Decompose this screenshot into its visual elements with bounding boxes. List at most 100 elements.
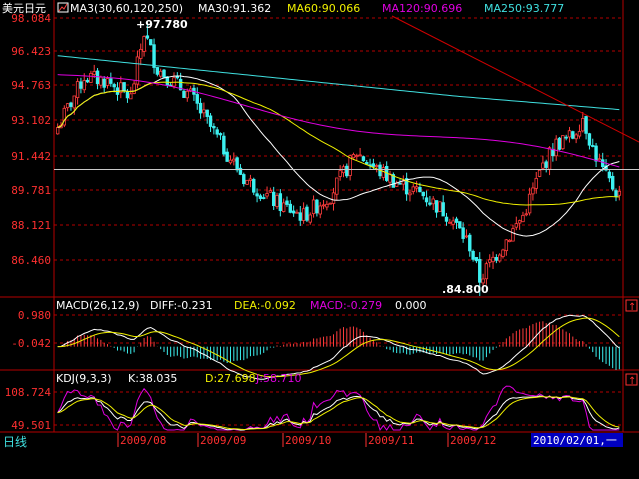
candle-body bbox=[421, 191, 425, 197]
candle-body bbox=[597, 158, 602, 161]
macd-panel bbox=[57, 314, 620, 380]
candle-body bbox=[517, 220, 522, 224]
candle-body bbox=[248, 178, 253, 181]
candle-body bbox=[265, 193, 269, 197]
candle-body bbox=[162, 69, 166, 78]
candle-body bbox=[561, 135, 565, 150]
footer-bar: 日线 2010/02/01,一 bbox=[0, 433, 623, 479]
ma-indicator-icon-line bbox=[58, 3, 68, 12]
candle-body bbox=[574, 134, 578, 140]
kdj-panel bbox=[57, 385, 620, 431]
candle-body bbox=[497, 254, 502, 262]
macd-params: MACD(26,12,9) bbox=[56, 299, 140, 312]
macd-tick-label: -0.042 bbox=[11, 337, 51, 350]
candle-body bbox=[547, 147, 552, 170]
candle-body bbox=[504, 239, 509, 252]
candle-body bbox=[82, 80, 86, 91]
candle-body bbox=[158, 70, 163, 77]
price-header: 美元日元 MA3(30,60,120,250) MA30:91.362 MA60… bbox=[2, 2, 564, 15]
candle-body bbox=[278, 193, 283, 211]
candle-body bbox=[581, 118, 585, 132]
candle-body bbox=[441, 202, 445, 217]
candle-body bbox=[601, 159, 605, 168]
candle-body bbox=[404, 178, 409, 195]
ma120-line bbox=[57, 74, 620, 168]
candle-body bbox=[398, 182, 402, 185]
kdj-tick-label: 108.724 bbox=[5, 386, 52, 399]
candle-body bbox=[454, 218, 459, 223]
candle-body bbox=[514, 223, 519, 228]
month-label: 2009/08 bbox=[120, 434, 166, 447]
candle-body bbox=[424, 197, 429, 203]
macd-diff-value: DIFF:-0.231 bbox=[150, 299, 213, 312]
candle-body bbox=[375, 165, 379, 167]
macd-expand-button[interactable] bbox=[625, 299, 638, 312]
candle-body bbox=[218, 133, 223, 136]
kdj-params: KDJ(9,3,3) bbox=[56, 372, 112, 385]
candle-body bbox=[351, 154, 356, 159]
candle-body bbox=[584, 116, 588, 134]
candle-body bbox=[428, 202, 432, 205]
candle-body bbox=[541, 162, 545, 169]
candle-body bbox=[315, 199, 319, 214]
ma60-line bbox=[57, 81, 620, 206]
candle-body bbox=[481, 278, 485, 284]
price-tick-label: 93.102 bbox=[11, 114, 51, 127]
candle-body bbox=[610, 175, 615, 190]
price-tick-label: 88.121 bbox=[11, 219, 51, 232]
kdj-d-value: D:27.698 bbox=[205, 372, 256, 385]
selected-date: 2010/02/01,一 bbox=[533, 434, 617, 447]
candle-body bbox=[142, 36, 146, 52]
candle-body bbox=[591, 145, 595, 147]
month-label: 2009/12 bbox=[450, 434, 496, 447]
kdj-expand-button[interactable] bbox=[625, 373, 638, 386]
candle-body bbox=[527, 193, 532, 214]
candle-body bbox=[328, 202, 332, 205]
trend-line bbox=[391, 15, 639, 143]
kdj-header: KDJ(9,3,3) K:38.035 D:27.698 J:58.710 ↑ bbox=[56, 372, 638, 387]
candle-body bbox=[305, 206, 309, 221]
period-label[interactable]: 日线 bbox=[3, 435, 27, 449]
candle-body bbox=[178, 78, 183, 91]
candle-body bbox=[262, 197, 266, 199]
candle-body bbox=[444, 216, 449, 222]
kdj-d-line bbox=[57, 396, 620, 431]
ma-indicator-icon[interactable] bbox=[57, 2, 69, 13]
candle-body bbox=[132, 83, 136, 94]
candle-body bbox=[491, 256, 495, 263]
candle-body bbox=[202, 109, 206, 114]
candle-body bbox=[72, 95, 76, 109]
candle-body bbox=[318, 205, 322, 215]
candle-body bbox=[65, 103, 70, 109]
candle-body bbox=[119, 82, 123, 94]
kdj-j-line bbox=[57, 385, 620, 431]
candle-body bbox=[321, 204, 326, 207]
candle-body bbox=[594, 145, 598, 162]
candle-body bbox=[617, 190, 622, 196]
candle-body bbox=[464, 235, 469, 238]
price-annotations: +97.780 .84.800 bbox=[136, 18, 489, 296]
candle-body bbox=[577, 131, 582, 137]
high-annotation: +97.780 bbox=[136, 18, 188, 31]
candle-body bbox=[268, 190, 273, 193]
period-box bbox=[0, 433, 54, 479]
candle-body bbox=[537, 169, 542, 177]
price-tick-label: 86.460 bbox=[11, 254, 51, 267]
candle-body bbox=[258, 195, 263, 199]
candle-body bbox=[99, 76, 103, 86]
candle-body bbox=[145, 35, 150, 39]
candle-body bbox=[474, 257, 479, 262]
candle-body bbox=[125, 91, 130, 99]
candle-body bbox=[122, 82, 126, 92]
candle-body bbox=[85, 79, 90, 83]
candle-body bbox=[95, 70, 100, 85]
candle-body bbox=[448, 221, 452, 224]
candle-body bbox=[295, 211, 299, 214]
candle-body bbox=[92, 71, 96, 75]
candle-body bbox=[271, 191, 276, 207]
candle-body bbox=[524, 213, 528, 216]
candle-body bbox=[361, 156, 366, 162]
macd-diff-line bbox=[57, 314, 620, 380]
month-label: 2009/10 bbox=[285, 434, 331, 447]
